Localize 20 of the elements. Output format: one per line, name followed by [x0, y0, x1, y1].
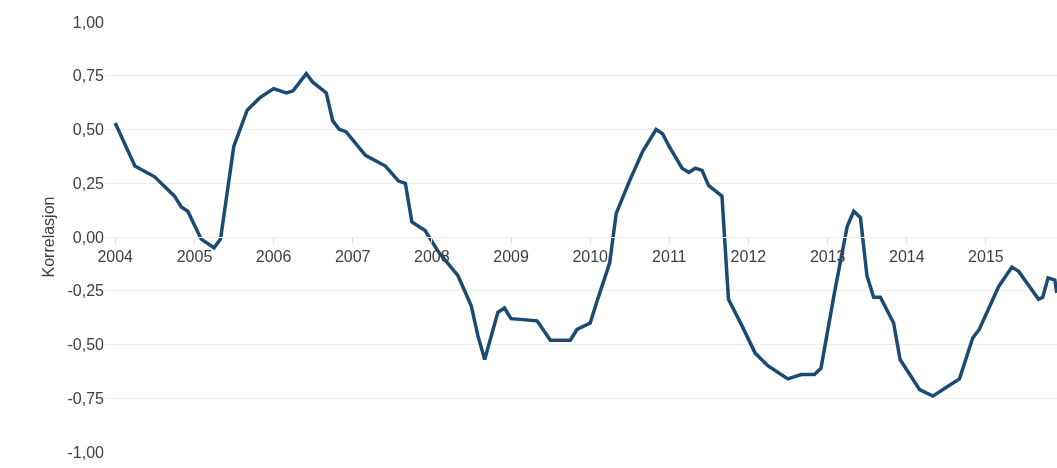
x-tick-label: 2009 [493, 248, 530, 266]
y-tick-label: 0,75 [72, 67, 105, 85]
y-tick-label: 0,50 [72, 121, 105, 139]
y-tick-label: -0,75 [67, 389, 105, 407]
x-tick-label: 2007 [334, 248, 371, 266]
x-tick-label: 2005 [176, 248, 213, 266]
y-axis-title: Korrelasjon [40, 196, 58, 278]
y-tick-label: -0,50 [67, 336, 105, 354]
x-tick-label: 2004 [97, 248, 134, 266]
x-tick-label: 2006 [255, 248, 292, 266]
x-tick-label: 2011 [652, 248, 687, 266]
x-tick-label: 2015 [968, 248, 1004, 266]
x-tick-label: 2010 [572, 248, 609, 266]
y-tick-label: -0,25 [67, 282, 105, 300]
y-tick-label: 0,00 [72, 228, 105, 246]
x-tick-label: 2012 [730, 248, 767, 266]
y-tick-label: -1,00 [67, 443, 105, 461]
y-tick-label: 1,00 [72, 13, 105, 31]
x-tick-label: 2014 [889, 248, 925, 266]
y-tick-label: 0,25 [72, 174, 105, 192]
